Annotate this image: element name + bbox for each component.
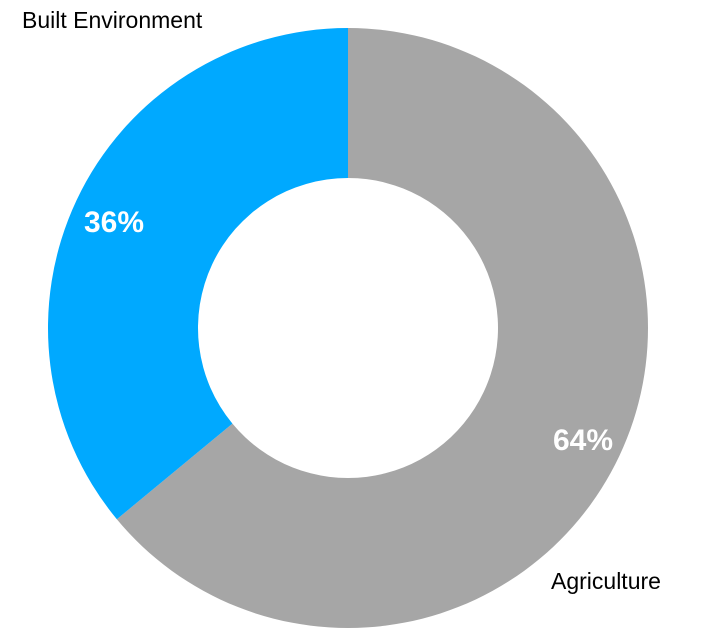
slice-value-label-agriculture: 64% [553,424,613,457]
slice-group [48,28,649,628]
slice-category-label-built-environment: Built Environment [22,7,203,33]
slice-value-label-built-environment: 36% [84,206,144,239]
donut-slice-agriculture [116,28,649,628]
slice-category-label-agriculture: Agriculture [551,568,661,594]
donut-slice-built-environment [48,28,348,520]
